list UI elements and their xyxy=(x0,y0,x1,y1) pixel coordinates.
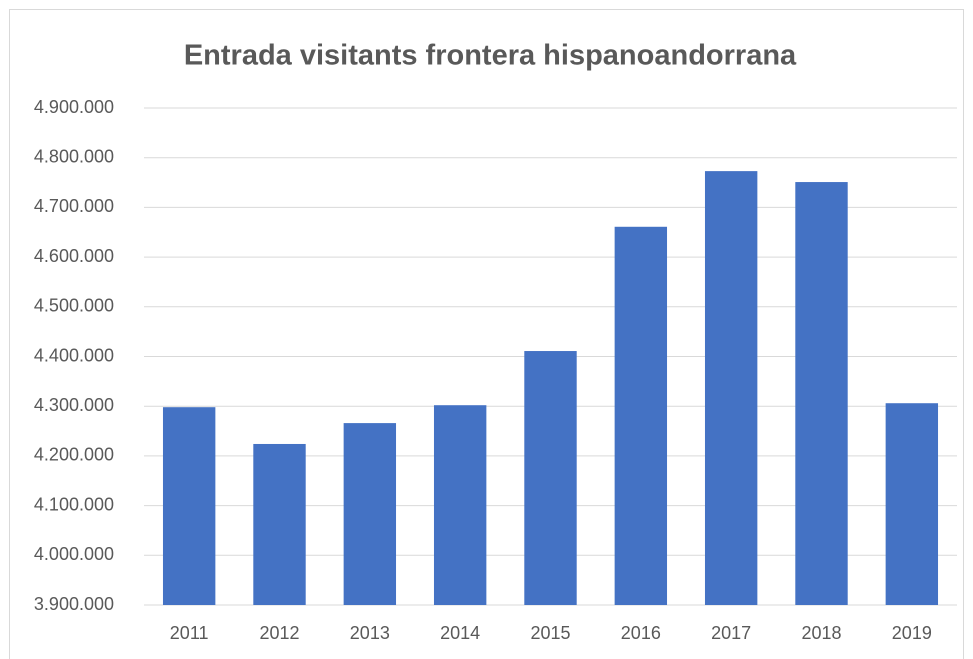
x-tick-label: 2018 xyxy=(801,623,841,643)
bar xyxy=(433,405,487,605)
x-tick-label: 2011 xyxy=(170,623,209,643)
x-tick-label: 2019 xyxy=(892,623,932,643)
x-tick-label: 2012 xyxy=(259,623,299,643)
y-tick-label: 4.800.000 xyxy=(34,146,114,166)
bar xyxy=(524,351,577,605)
x-tick-label: 2014 xyxy=(440,623,480,643)
bar xyxy=(614,226,668,605)
x-tick-label: 2016 xyxy=(621,623,661,643)
y-tick-label: 4.000.000 xyxy=(34,544,114,564)
y-tick-label: 4.700.000 xyxy=(34,196,114,216)
chart-title: Entrada visitants frontera hispanoandorr… xyxy=(184,40,797,72)
bar xyxy=(162,407,216,605)
bar xyxy=(704,171,758,605)
y-tick-label: 4.200.000 xyxy=(34,445,114,465)
y-tick-label: 4.400.000 xyxy=(34,345,114,365)
x-tick-label: 2013 xyxy=(350,623,390,643)
y-tick-label: 4.600.000 xyxy=(34,246,114,266)
bar xyxy=(253,443,306,605)
bar xyxy=(795,182,848,606)
x-tick-label: 2015 xyxy=(530,623,570,643)
y-tick-label: 3.900.000 xyxy=(34,594,114,614)
y-tick-label: 4.100.000 xyxy=(34,494,114,514)
bar xyxy=(343,423,397,605)
y-tick-label: 4.300.000 xyxy=(34,395,114,415)
bar xyxy=(885,403,939,605)
x-tick-label: 2017 xyxy=(711,623,751,643)
y-tick-label: 4.500.000 xyxy=(34,296,114,316)
y-tick-label: 4.900.000 xyxy=(34,97,114,117)
